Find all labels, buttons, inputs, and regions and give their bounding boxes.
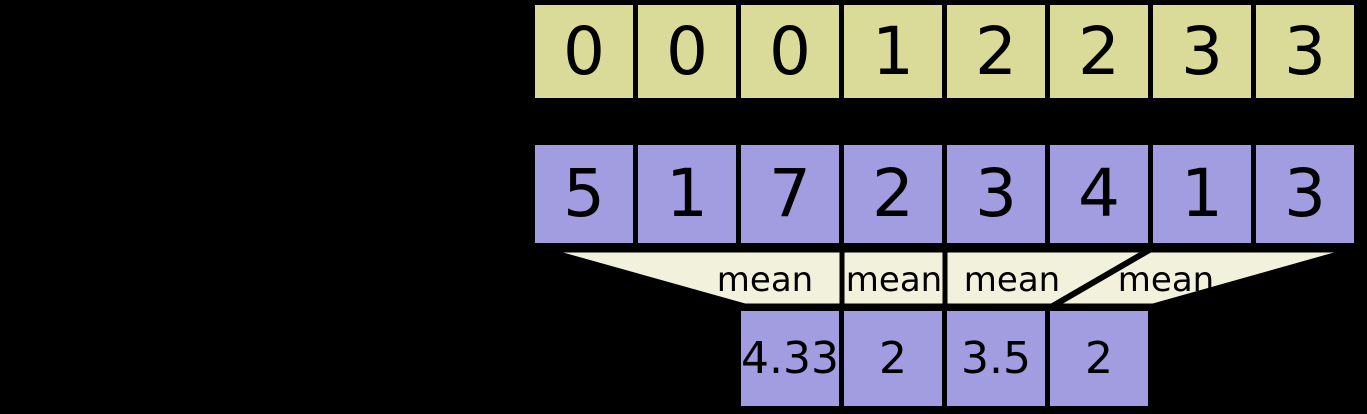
result-row: 4.33 2 3.5 2 — [736, 306, 1153, 411]
result-cell: 3.5 — [947, 311, 1045, 406]
segment-id-cell: 2 — [947, 5, 1045, 98]
segment-id-cell: 0 — [638, 5, 736, 98]
funnel-divider-diagonal — [1049, 246, 1153, 310]
data-cell: 5 — [535, 145, 633, 243]
data-cell: 7 — [741, 145, 839, 243]
result-cell: 4.33 — [741, 311, 839, 406]
segment-id-cell: 3 — [1153, 5, 1251, 98]
mean-label: mean — [717, 260, 813, 300]
funnel-outline — [544, 247, 1353, 309]
data-cell: 4 — [1050, 145, 1148, 243]
data-row: 5 1 7 2 3 4 1 3 — [530, 140, 1359, 248]
mean-label: mean — [846, 260, 942, 300]
segment-id-cell: 2 — [1050, 5, 1148, 98]
data-cell: 3 — [947, 145, 1045, 243]
result-cell: 2 — [1050, 311, 1148, 406]
segment-ids-row: 0 0 0 1 2 2 3 3 — [530, 0, 1359, 103]
mean-label: mean — [964, 260, 1060, 300]
segment-id-cell: 3 — [1256, 5, 1354, 98]
mean-label: mean — [1118, 260, 1214, 300]
data-cell: 1 — [638, 145, 736, 243]
segment-id-cell: 0 — [741, 5, 839, 98]
data-cell: 1 — [1153, 145, 1251, 243]
data-cell: 2 — [844, 145, 942, 243]
data-cell: 3 — [1256, 145, 1354, 243]
result-cell: 2 — [844, 311, 942, 406]
segment-id-cell: 1 — [844, 5, 942, 98]
segment-id-cell: 0 — [535, 5, 633, 98]
